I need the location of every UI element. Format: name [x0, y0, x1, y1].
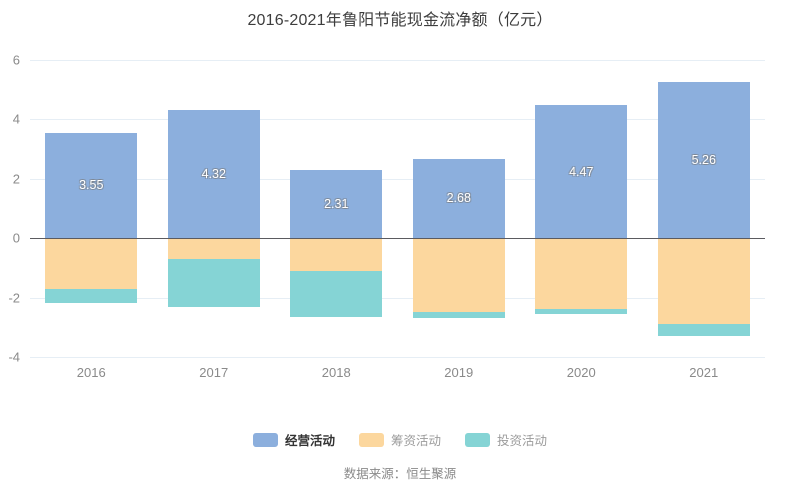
bar-segment[interactable]: [45, 289, 138, 303]
bar-value-label: 4.47: [569, 164, 594, 179]
plot-area: 6 4 2 0 -2 -4 3.55 4.32 2.31 2.68 4.47 5.26: [8, 53, 765, 365]
bar-group[interactable]: 2.31: [275, 55, 398, 365]
y-axis-tick-label: 4: [12, 111, 20, 127]
gridline: 6: [13, 53, 765, 68]
gridline: 4: [13, 112, 765, 127]
bar-group[interactable]: 2.68: [398, 55, 521, 365]
zero-axis-line: 0: [13, 231, 765, 246]
x-axis-tick-label: 2018: [321, 365, 351, 380]
legend-item[interactable]: 经营活动: [252, 430, 335, 449]
bar-segment[interactable]: [167, 258, 260, 307]
bar-segment[interactable]: [45, 238, 138, 290]
legend-label: 筹资活动: [390, 434, 441, 448]
bar-segment[interactable]: [290, 238, 383, 271]
bar-segment[interactable]: [290, 270, 383, 317]
chart-title: 2016-2021年鲁阳节能现金流净额（亿元）: [247, 12, 553, 29]
x-axis-tick-label: 2016: [76, 365, 106, 380]
x-axis-tick-label: 2021: [689, 365, 719, 380]
bar-segment[interactable]: [45, 132, 138, 239]
bar-segment[interactable]: [657, 238, 750, 325]
legend-item[interactable]: 筹资活动: [358, 430, 441, 449]
legend-color-swatch: [358, 432, 384, 447]
source-note: 数据来源：恒生聚源: [343, 467, 457, 481]
bar-group[interactable]: 3.55: [30, 55, 153, 365]
y-axis-tick-label: 2: [12, 171, 20, 187]
bar-segment[interactable]: [412, 238, 505, 312]
legend-label: 经营活动: [284, 434, 335, 448]
legend-color-swatch: [465, 432, 490, 447]
bar-value-label: 2.31: [324, 196, 349, 211]
y-axis-tick-label: -2: [8, 290, 20, 306]
chart-legend: 经营活动 筹资活动 投资活动: [0, 430, 800, 449]
bar-segment[interactable]: [167, 238, 260, 259]
legend-item[interactable]: 投资活动: [465, 430, 547, 449]
bar-segment[interactable]: [657, 324, 750, 336]
bar-segment[interactable]: [535, 238, 628, 309]
bar-segment[interactable]: [535, 308, 628, 314]
x-axis-tick-label: 2017: [199, 365, 229, 380]
y-axis-tick-label: 6: [12, 52, 20, 68]
bar-segment[interactable]: [290, 169, 383, 239]
bar-group[interactable]: 4.47: [520, 55, 643, 365]
gridline: -2: [8, 290, 765, 305]
bar-series-group: 3.55 4.32 2.31 2.68 4.47 5.26: [30, 55, 765, 365]
x-axis-tick-label: 2020: [566, 365, 596, 380]
bar-segment[interactable]: [657, 81, 750, 239]
y-axis-tick-label: 0: [12, 230, 20, 246]
y-axis-tick-label: -4: [8, 349, 20, 365]
bar-group[interactable]: 5.26: [643, 55, 766, 365]
gridline: -4: [8, 350, 765, 365]
bar-value-label: 5.26: [691, 153, 716, 168]
bar-segment[interactable]: [412, 311, 505, 319]
bar-segment[interactable]: [535, 105, 628, 239]
bar-group[interactable]: 4.32: [153, 55, 276, 365]
gridline: 2: [13, 171, 765, 186]
bar-segment[interactable]: [412, 158, 505, 239]
bar-value-label: 2.68: [446, 191, 471, 206]
bar-value-label: 3.55: [79, 178, 104, 193]
x-axis-tick-label: 2019: [444, 365, 474, 380]
bar-segment[interactable]: [167, 109, 260, 239]
x-axis: 2016 2017 2018 2019 2020 2021: [30, 365, 765, 387]
legend-label: 投资活动: [497, 434, 548, 448]
bar-value-label: 4.32: [201, 167, 226, 182]
legend-color-swatch: [252, 432, 278, 447]
